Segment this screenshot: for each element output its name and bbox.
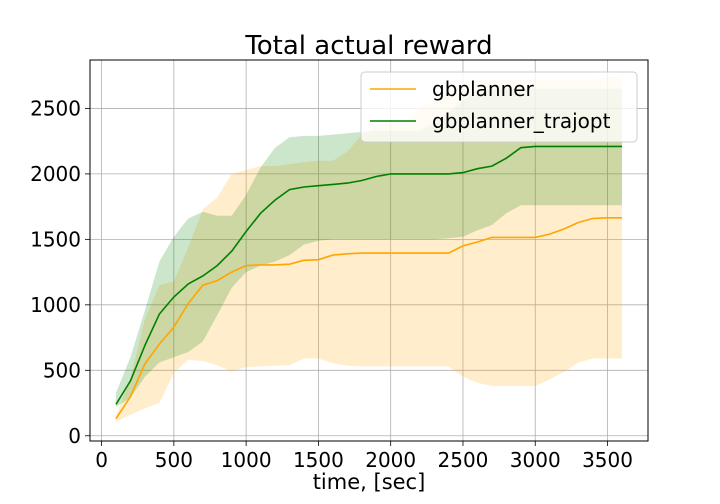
y-tick-label: 2000 <box>30 162 81 186</box>
x-tick-label: 1000 <box>221 448 272 472</box>
band-gbplanner-trajopt <box>116 88 622 408</box>
x-tick-label: 2000 <box>365 448 416 472</box>
y-tick-label: 1000 <box>30 293 81 317</box>
line-gbplanner-trajopt <box>115 145 622 405</box>
x-tick-label: 3000 <box>510 448 561 472</box>
legend-label-gbplanner-trajopt: gbplanner_trajopt <box>432 109 611 133</box>
x-tick-label: 500 <box>155 448 193 472</box>
line-gbplanner <box>115 217 622 420</box>
legend-label-gbplanner: gbplanner <box>432 77 535 101</box>
y-tick-label: 500 <box>43 358 81 382</box>
confidence-bands <box>116 77 622 422</box>
legend: gbplanner gbplanner_trajopt <box>360 71 638 143</box>
x-axis-label: time, [sec] <box>313 470 426 494</box>
x-tick-label: 1500 <box>293 448 344 472</box>
x-tick-label: 2500 <box>438 448 489 472</box>
y-axis-ticks: 0 500 1000 1500 2000 2500 <box>30 96 90 448</box>
y-tick-label: 0 <box>68 424 81 448</box>
series-lines <box>115 145 622 420</box>
band-gbplanner <box>116 77 622 422</box>
chart-title: Total actual reward <box>244 31 492 61</box>
y-tick-label: 1500 <box>30 227 81 251</box>
y-tick-label: 2500 <box>30 96 81 120</box>
legend-box <box>360 71 638 143</box>
x-tick-label: 3500 <box>582 448 633 472</box>
x-tick-label: 0 <box>95 448 108 472</box>
x-axis-ticks: 0 500 1000 1500 2000 2500 3000 3500 <box>95 441 633 472</box>
plot-frame <box>89 59 649 442</box>
